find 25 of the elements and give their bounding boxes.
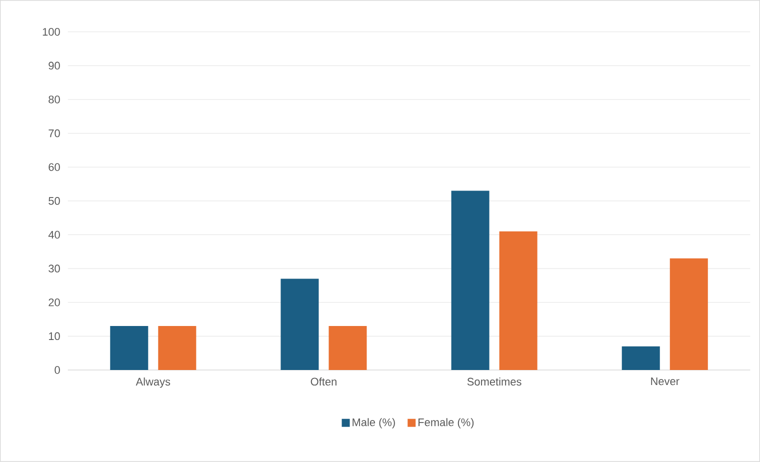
legend-label: Male (%) xyxy=(352,418,395,428)
y-tick-label: 50 xyxy=(48,197,60,205)
y-tick-label: 20 xyxy=(48,298,60,306)
bar xyxy=(158,326,196,370)
bar xyxy=(451,190,490,370)
y-tick-label: 60 xyxy=(48,163,60,172)
y-tick-label: 80 xyxy=(48,96,60,104)
bar xyxy=(110,326,148,370)
legend-label: Female (%) xyxy=(418,418,474,428)
bar xyxy=(328,326,367,370)
bar xyxy=(670,258,708,370)
y-tick-label: 100 xyxy=(42,28,60,36)
bar xyxy=(622,346,660,370)
y-tick-label: 0 xyxy=(54,366,60,374)
x-tick-label: Sometimes xyxy=(467,378,522,386)
x-tick-label: Always xyxy=(136,378,170,388)
y-tick-label: 30 xyxy=(48,264,60,272)
x-tick-label: Often xyxy=(310,378,336,386)
x-tick-label: Never xyxy=(651,378,680,386)
y-tick-label: 90 xyxy=(48,62,60,70)
y-tick-label: 10 xyxy=(48,332,60,340)
y-tick-label: 70 xyxy=(48,129,60,138)
y-tick-label: 40 xyxy=(48,230,60,239)
bar xyxy=(499,231,538,370)
bar xyxy=(280,278,319,370)
